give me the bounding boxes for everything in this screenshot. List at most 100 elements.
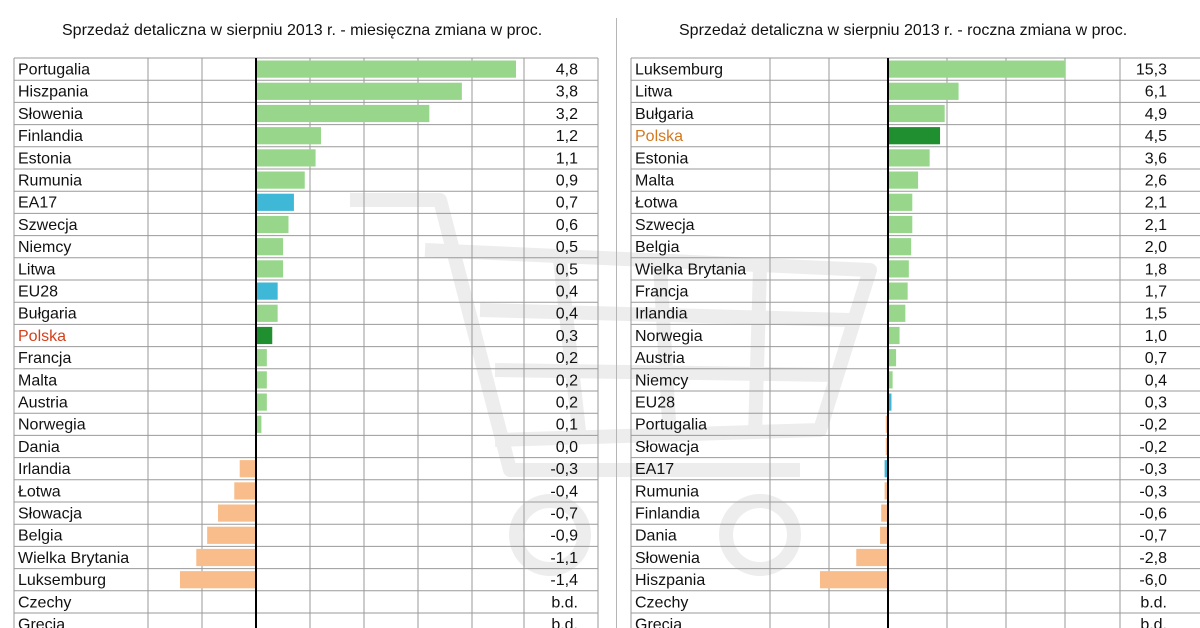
right-category-label: Irlandia (635, 306, 688, 323)
right-value-label: 2,1 (1145, 195, 1167, 212)
right-bar (888, 260, 909, 278)
right-bar (820, 571, 888, 589)
left-value-label: 0,4 (556, 284, 578, 301)
right-bar (888, 238, 912, 256)
left-category-label: Dania (18, 439, 60, 456)
right-value-label: 2,6 (1145, 173, 1167, 190)
left-value-label: -1,4 (550, 572, 578, 589)
right-category-label: Rumunia (635, 483, 699, 500)
left-bar (256, 260, 284, 278)
left-value-label: 0,6 (556, 217, 578, 234)
left-category-label: Szwecja (18, 217, 78, 234)
left-bar (256, 349, 267, 367)
left-bar (207, 526, 256, 544)
right-value-label: -0,6 (1139, 506, 1167, 523)
left-category-label: Słowacja (18, 506, 82, 523)
right-category-label: Finlandia (635, 506, 700, 523)
right-value-label: b.d. (1140, 594, 1167, 611)
left-value-label: b.d. (551, 594, 578, 611)
right-category-label: Belgia (635, 239, 680, 256)
left-value-label: -0,4 (550, 483, 578, 500)
right-category-label: Estonia (635, 150, 688, 167)
right-value-label: -0,2 (1139, 417, 1167, 434)
left-bar (234, 482, 256, 500)
right-value-label: 0,7 (1145, 350, 1167, 367)
left-value-label: 1,2 (556, 128, 578, 145)
right-bar (888, 127, 941, 145)
left-bar (256, 82, 462, 100)
right-category-label: Bułgaria (635, 106, 694, 123)
left-bar (256, 371, 267, 389)
right-category-label: Litwa (635, 84, 672, 101)
right-bar (885, 437, 888, 456)
left-bar (239, 460, 256, 478)
left-bar (256, 60, 516, 78)
right-bar (888, 104, 945, 123)
right-category-label: EU28 (635, 395, 675, 412)
right-value-label: 1,7 (1145, 284, 1167, 301)
left-category-label: EA17 (18, 195, 57, 212)
left-value-label: 0,9 (556, 173, 578, 190)
right-value-label: 2,0 (1145, 239, 1167, 256)
left-category-label: Finlandia (18, 128, 83, 145)
left-category-label: Litwa (18, 261, 55, 278)
right-bar (888, 215, 913, 234)
right-chart-title: Sprzedaż detaliczna w sierpniu 2013 r. -… (679, 22, 1128, 39)
right-category-label: Niemcy (635, 372, 688, 389)
right-value-label: 1,0 (1145, 328, 1167, 345)
left-category-label: Polska (18, 328, 66, 345)
left-value-label: 4,8 (556, 62, 578, 79)
left-value-label: b.d. (551, 617, 578, 628)
left-bar (256, 415, 262, 433)
left-category-label: Austria (18, 395, 68, 412)
right-bar (885, 415, 888, 433)
left-category-label: Irlandia (18, 461, 71, 478)
left-category-label: EU28 (18, 284, 58, 301)
left-value-label: 0,1 (556, 417, 578, 434)
left-bar (256, 326, 273, 345)
left-value-label: 3,2 (556, 106, 578, 123)
left-category-label: Grecja (18, 617, 65, 628)
right-bar (884, 460, 888, 478)
right-value-label: 4,9 (1145, 106, 1167, 123)
left-bar (196, 548, 256, 567)
left-bar (256, 215, 289, 234)
right-value-label: b.d. (1140, 617, 1167, 628)
right-value-label: -2,8 (1139, 550, 1167, 567)
left-category-label: Łotwa (18, 483, 61, 500)
right-bar (881, 504, 888, 522)
left-value-label: -0,3 (550, 461, 578, 478)
left-bar (256, 104, 430, 123)
right-value-label: -6,0 (1139, 572, 1167, 589)
right-bar (888, 393, 892, 411)
left-category-label: Norwegia (18, 417, 86, 434)
left-value-label: -0,9 (550, 528, 578, 545)
right-bar (888, 326, 900, 345)
left-value-label: 0,4 (556, 306, 578, 323)
right-category-label: Hiszpania (635, 572, 705, 589)
left-value-label: 0,0 (556, 439, 578, 456)
left-category-label: Niemcy (18, 239, 71, 256)
left-value-label: 0,5 (556, 239, 578, 256)
right-value-label: -0,2 (1139, 439, 1167, 456)
left-category-label: Hiszpania (18, 84, 88, 101)
left-value-label: -0,7 (550, 506, 578, 523)
right-value-label: 0,4 (1145, 372, 1167, 389)
right-bar (888, 82, 959, 100)
left-value-label: -1,1 (550, 550, 578, 567)
left-value-label: 0,2 (556, 350, 578, 367)
right-value-label: 3,6 (1145, 150, 1167, 167)
left-category-label: Malta (18, 372, 57, 389)
left-value-label: 1,1 (556, 150, 578, 167)
shopping-cart-watermark (350, 193, 877, 576)
right-value-label: 1,8 (1145, 261, 1167, 278)
left-bar (256, 193, 294, 211)
right-value-label: 6,1 (1145, 84, 1167, 101)
right-value-label: 1,5 (1145, 306, 1167, 323)
right-value-label: -0,3 (1139, 483, 1167, 500)
left-bar (256, 238, 284, 256)
panel-divider (616, 18, 617, 628)
